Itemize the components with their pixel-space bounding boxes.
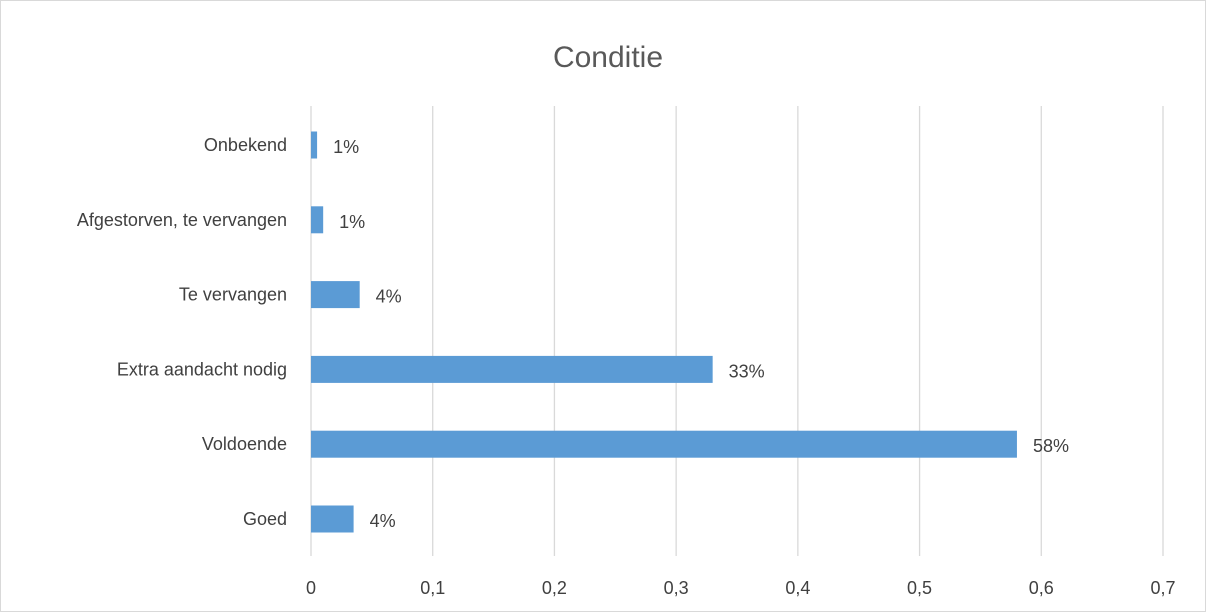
data-label: 1% [339,212,365,232]
bar [311,206,324,234]
data-label: 4% [376,287,402,307]
x-tick-label: 0,4 [785,578,810,598]
data-labels: 1% 1% 4% 33% 58% 4% [333,137,1069,531]
data-label: 4% [370,511,396,531]
bar [311,355,713,383]
x-tick-label: 0,5 [907,578,932,598]
category-label: Voldoende [202,434,287,454]
x-tick-label: 0 [306,578,316,598]
data-label: 58% [1033,436,1069,456]
category-label: Onbekend [204,135,287,155]
bar [311,505,354,533]
category-labels: Onbekend Afgestorven, te vervangen Te verv… [77,135,287,529]
category-label: Extra aandacht nodig [117,359,287,379]
bars [311,131,1017,533]
x-tick-label: 0,7 [1150,578,1175,598]
data-label: 33% [729,361,765,381]
category-label: Goed [243,509,287,529]
category-label: Te vervangen [179,285,287,305]
data-label: 1% [333,137,359,157]
category-label: Afgestorven, te vervangen [77,210,287,230]
x-tick-label: 0,2 [542,578,567,598]
x-tick-labels: 0 0,1 0,2 0,3 0,4 0,5 0,6 0,7 [306,578,1176,598]
bar [311,131,318,159]
bar [311,281,360,309]
x-tick-label: 0,6 [1029,578,1054,598]
chart-title: Conditie [553,41,663,74]
gridlines [310,106,1164,556]
x-tick-label: 0,3 [664,578,689,598]
x-tick-label: 0,1 [420,578,445,598]
bar [311,430,1017,458]
